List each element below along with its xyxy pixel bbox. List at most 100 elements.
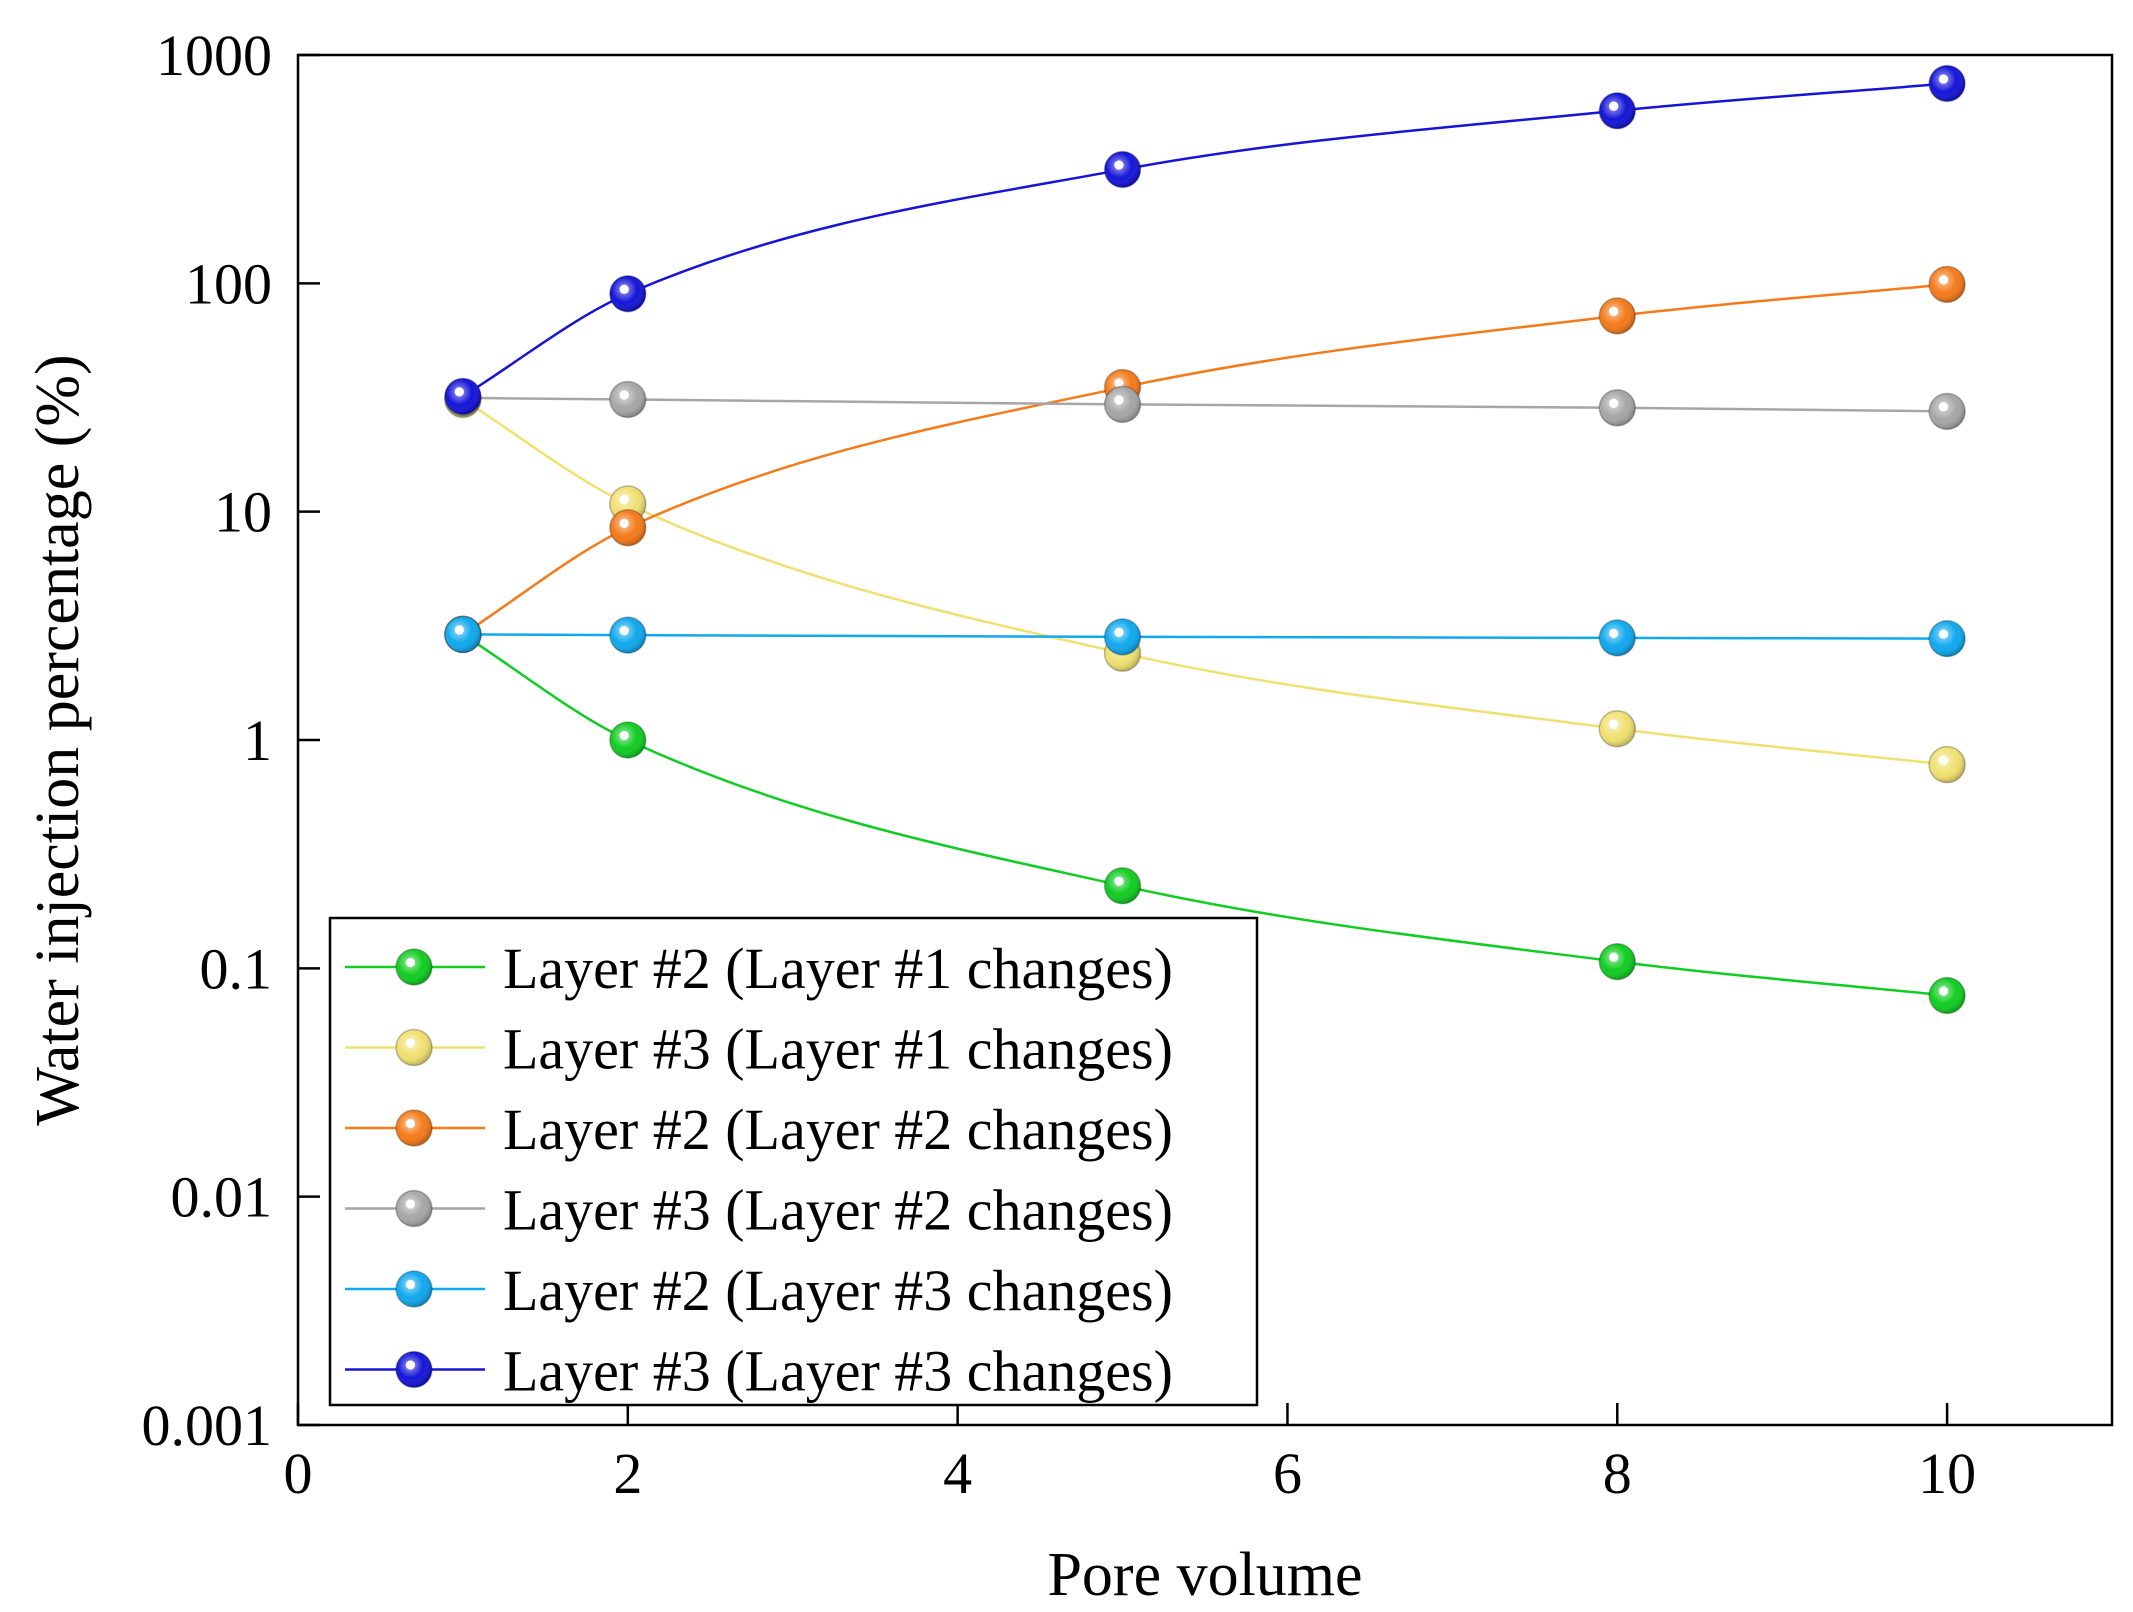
marker-shading bbox=[1104, 151, 1141, 188]
marker-shading bbox=[1599, 943, 1636, 980]
y-tick-label: 0.1 bbox=[200, 936, 273, 1001]
marker-shading bbox=[1929, 746, 1966, 783]
data-point-s6-4 bbox=[1598, 91, 1637, 130]
y-tick-label: 10 bbox=[214, 480, 272, 545]
marker-shading bbox=[1104, 386, 1141, 423]
legend-box bbox=[328, 916, 1259, 1407]
data-point-s6-1 bbox=[444, 377, 482, 416]
legend-item-1: Layer #2 (Layer #1 changes) bbox=[345, 936, 1173, 1001]
marker-highlight bbox=[1938, 275, 1949, 285]
marker-highlight bbox=[454, 387, 464, 397]
x-tick-label: 4 bbox=[943, 1441, 972, 1506]
y-tick-label: 0.01 bbox=[171, 1165, 273, 1230]
legend-swatch-marker bbox=[395, 1270, 433, 1308]
marker-highlight bbox=[619, 518, 629, 528]
data-point-s6-2 bbox=[609, 275, 647, 313]
data-point-s1-2 bbox=[609, 721, 647, 759]
series-line-4 bbox=[462, 396, 1948, 413]
marker-shading bbox=[1929, 620, 1966, 657]
marker-shading bbox=[1599, 619, 1636, 656]
legend-swatch-marker bbox=[395, 1109, 433, 1147]
y-tick-label: 100 bbox=[185, 251, 272, 316]
marker-highlight bbox=[405, 1118, 416, 1129]
legend-label: Layer #3 (Layer #2 changes) bbox=[503, 1178, 1173, 1243]
data-point-s1-3 bbox=[1103, 866, 1142, 905]
marker-shading bbox=[609, 722, 646, 758]
y-axis-ticks: 0.001 0.01 0.1 1 10 100 1000 bbox=[142, 23, 320, 1458]
data-point-s5-2 bbox=[609, 616, 647, 654]
data-point-s3-2 bbox=[609, 509, 647, 547]
legend-swatch-marker bbox=[395, 1028, 433, 1067]
y-tick-label: 1000 bbox=[156, 23, 272, 88]
marker-shading bbox=[609, 381, 646, 418]
axes: 0 2 4 6 8 10 0.001 0.01 0.1 1 10 100 1000 Pore volu… bbox=[24, 23, 2114, 1609]
legend: Layer #2 (Layer #1 changes) Layer #3 (Lay… bbox=[328, 916, 1259, 1407]
legend-item-6: Layer #3 (Layer #3 changes) bbox=[345, 1339, 1173, 1404]
series-lines bbox=[462, 82, 1948, 997]
data-point-s3-5 bbox=[1928, 265, 1966, 304]
marker-highlight bbox=[405, 1038, 416, 1048]
marker-shading bbox=[609, 509, 646, 546]
legend-label: Layer #2 (Layer #2 changes) bbox=[503, 1097, 1173, 1162]
legend-label: Layer #3 (Layer #3 changes) bbox=[503, 1339, 1173, 1404]
data-point-s4-2 bbox=[609, 380, 647, 419]
marker-shading bbox=[396, 1110, 432, 1146]
marker-highlight bbox=[1608, 628, 1619, 639]
marker-highlight bbox=[1608, 398, 1619, 408]
series-line-3 bbox=[462, 283, 1948, 636]
marker-shading bbox=[1599, 710, 1636, 747]
legend-swatch-marker bbox=[395, 1350, 433, 1389]
data-point-s5-4 bbox=[1598, 619, 1637, 657]
legend-label: Layer #2 (Layer #3 changes) bbox=[503, 1258, 1173, 1323]
marker-highlight bbox=[1608, 101, 1619, 111]
series-markers bbox=[444, 64, 1966, 1015]
marker-highlight bbox=[619, 730, 629, 741]
marker-highlight bbox=[1114, 378, 1124, 388]
marker-shading bbox=[396, 1271, 432, 1307]
legend-item-5: Layer #2 (Layer #3 changes) bbox=[345, 1258, 1173, 1323]
marker-highlight bbox=[1608, 952, 1619, 962]
marker-highlight bbox=[1938, 402, 1949, 412]
legend-swatch-marker bbox=[395, 948, 433, 986]
marker-shading bbox=[1599, 389, 1636, 426]
data-point-s1-4 bbox=[1598, 942, 1637, 981]
marker-highlight bbox=[1608, 719, 1619, 729]
marker-highlight bbox=[619, 494, 629, 505]
marker-highlight bbox=[1114, 395, 1124, 405]
series-line-6 bbox=[462, 82, 1948, 398]
marker-highlight bbox=[1938, 755, 1949, 765]
marker-shading bbox=[396, 1351, 432, 1388]
data-point-s4-3 bbox=[1103, 385, 1142, 424]
marker-highlight bbox=[619, 284, 629, 294]
x-tick-label: 0 bbox=[284, 1441, 313, 1506]
data-point-s5-1 bbox=[444, 615, 482, 654]
data-point-s5-5 bbox=[1928, 619, 1966, 658]
marker-highlight bbox=[1114, 876, 1124, 886]
marker-shading bbox=[609, 617, 646, 654]
legend-item-2: Layer #3 (Layer #1 changes) bbox=[345, 1017, 1173, 1082]
data-point-s5-3 bbox=[1103, 618, 1142, 656]
marker-highlight bbox=[405, 1199, 416, 1209]
y-axis-label: Water injection percentage (%) bbox=[24, 354, 92, 1125]
marker-highlight bbox=[1114, 160, 1124, 170]
legend-item-4: Layer #3 (Layer #2 changes) bbox=[345, 1178, 1173, 1243]
x-axis-label: Pore volume bbox=[1047, 1541, 1362, 1607]
x-tick-label: 2 bbox=[613, 1441, 642, 1506]
marker-shading bbox=[396, 1029, 432, 1066]
x-tick-label: 10 bbox=[1918, 1441, 1976, 1506]
marker-shading bbox=[1929, 393, 1966, 430]
marker-highlight bbox=[1114, 627, 1124, 638]
marker-highlight bbox=[405, 1279, 416, 1290]
marker-highlight bbox=[619, 390, 629, 400]
y-tick-label: 1 bbox=[243, 708, 272, 773]
x-tick-label: 8 bbox=[1603, 1441, 1632, 1506]
marker-shading bbox=[609, 275, 646, 312]
data-point-s4-4 bbox=[1598, 389, 1637, 427]
data-point-s2-4 bbox=[1598, 710, 1637, 748]
marker-highlight bbox=[1938, 986, 1949, 996]
data-point-s6-3 bbox=[1103, 150, 1142, 189]
marker-highlight bbox=[405, 957, 416, 968]
marker-shading bbox=[396, 949, 432, 985]
